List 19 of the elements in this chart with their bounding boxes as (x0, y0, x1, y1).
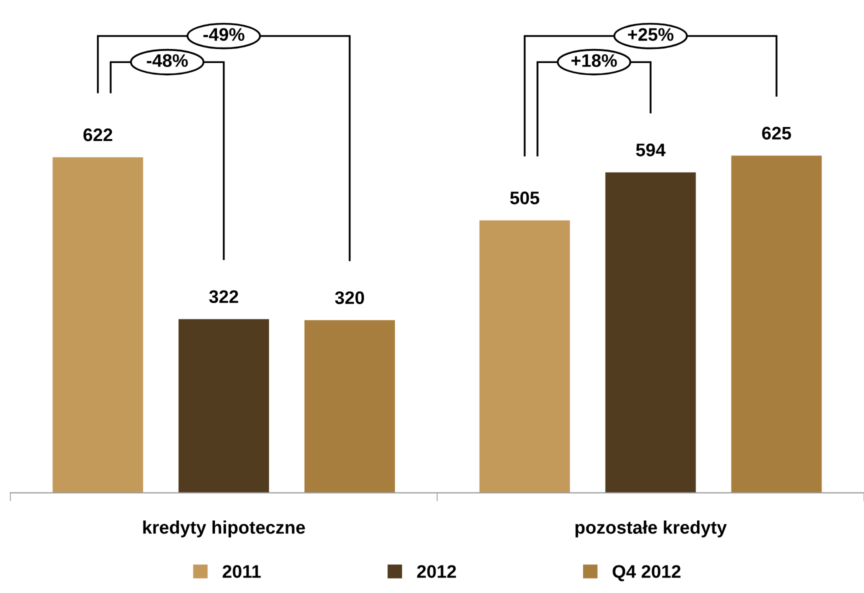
text: +25% (628, 28, 674, 41)
data-label: 625 (762, 126, 792, 140)
text: -48% (146, 54, 188, 67)
legend-label: 2011 (222, 565, 261, 578)
data-label: 322 (209, 290, 238, 304)
legend-label: Q4 2012 (612, 565, 680, 582)
data-label: 622 (83, 128, 112, 142)
bar (479, 220, 570, 493)
x-tick-label: kredyty hipoteczne (143, 520, 305, 538)
legend-label: 2012 (417, 565, 456, 578)
data-label: 505 (510, 192, 540, 204)
bar (605, 172, 696, 493)
data-label: 594 (636, 144, 666, 156)
text: +18% (571, 54, 617, 67)
bar (178, 319, 270, 493)
x-tick-label: pozostałe kredyty (576, 520, 727, 538)
text: -49% (203, 28, 244, 41)
data-label: 320 (335, 291, 364, 304)
bar (304, 320, 395, 493)
